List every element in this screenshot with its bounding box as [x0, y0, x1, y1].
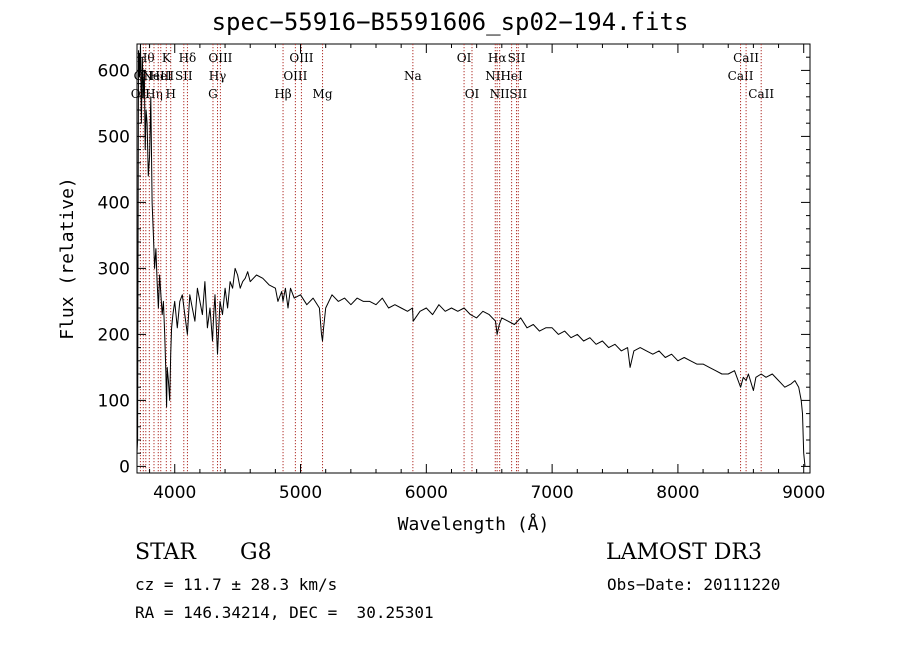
- line-label-2: Hθ: [137, 51, 155, 65]
- line-label-14: Hβ: [274, 87, 291, 101]
- x-tick-label-1: 5000: [279, 483, 322, 503]
- coordinates-text: RA = 146.34214, DEC = 30.25301: [135, 603, 434, 622]
- line-label-10: Hδ: [179, 51, 197, 65]
- line-label-23: NII: [490, 87, 510, 101]
- plot-frame: [136, 43, 811, 474]
- line-label-0: OII: [131, 87, 151, 101]
- line-label-5: NeIII: [142, 69, 174, 83]
- line-label-26: SII: [509, 87, 527, 101]
- line-label-19: OI: [457, 51, 472, 65]
- obs-date-text: Obs−Date: 20111220: [607, 575, 781, 594]
- line-label-22: Hα: [488, 51, 507, 65]
- line-label-15: OIII: [283, 69, 307, 83]
- y-tick-label-0: 0: [119, 457, 130, 477]
- redshift-text: cz = 11.7 ± 28.3 km/s: [135, 575, 338, 594]
- object-class: STAR: [135, 540, 196, 565]
- x-axis-label: Wavelength (Å): [398, 513, 550, 535]
- y-tick-label-5: 500: [98, 127, 130, 147]
- object-subclass: G8: [240, 540, 272, 565]
- y-tick-label-4: 400: [98, 193, 130, 213]
- line-label-17: Mg: [313, 87, 333, 101]
- line-label-12: Hγ: [209, 69, 227, 83]
- y-axis-label: Flux (relative): [57, 177, 78, 340]
- x-tick-label-5: 9000: [782, 483, 825, 503]
- line-label-4: Hη: [145, 87, 163, 101]
- y-tick-label-6: 600: [98, 61, 130, 81]
- line-label-9: SII: [175, 69, 193, 83]
- line-label-28: CaII: [733, 51, 759, 65]
- y-tick-label-2: 200: [98, 325, 130, 345]
- line-label-20: OI: [465, 87, 480, 101]
- x-tick-label-0: 4000: [153, 483, 196, 503]
- y-tick-label-1: 100: [98, 391, 130, 411]
- line-label-6: HeI: [150, 69, 173, 83]
- line-label-16: OIII: [289, 51, 313, 65]
- line-label-27: CaII: [728, 69, 754, 83]
- spectrum-series: [136, 43, 806, 467]
- line-label-13: OIII: [208, 51, 232, 65]
- line-label-21: NII: [485, 69, 505, 83]
- line-label-25: SII: [508, 51, 526, 65]
- line-label-29: CaII: [748, 87, 774, 101]
- line-label-8: H: [165, 87, 175, 101]
- line-label-18: Na: [404, 69, 422, 83]
- x-tick-label-4: 8000: [656, 483, 699, 503]
- line-label-11: G: [208, 87, 218, 101]
- y-tick-label-3: 300: [98, 259, 130, 279]
- line-label-24: HeI: [500, 69, 523, 83]
- x-tick-label-2: 6000: [405, 483, 448, 503]
- survey-label: LAMOST DR3: [606, 540, 762, 565]
- x-tick-label-3: 7000: [530, 483, 573, 503]
- line-label-7: K: [162, 51, 172, 65]
- chart-title: spec−55916−B5591606_sp02−194.fits: [211, 8, 689, 36]
